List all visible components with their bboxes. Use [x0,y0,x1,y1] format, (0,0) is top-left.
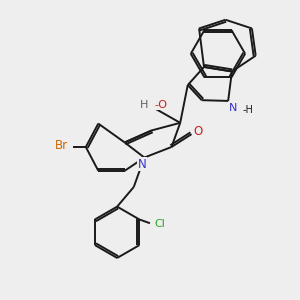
Text: N: N [138,158,147,171]
Text: -H: -H [242,105,253,115]
Text: O: O [194,124,203,138]
Text: N: N [229,103,237,113]
Text: H: H [140,100,148,110]
Text: Br: Br [55,139,68,152]
Text: Cl: Cl [155,219,166,229]
Text: -O: -O [154,100,167,110]
